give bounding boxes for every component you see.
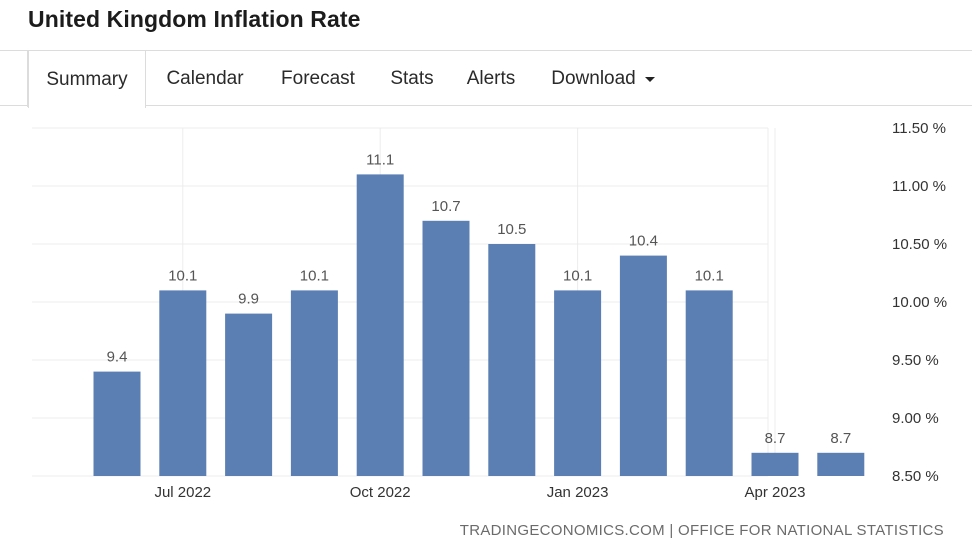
bar [619, 255, 667, 476]
y-tick-label: 11.00 % [892, 178, 946, 195]
bar-value-label: 9.4 [107, 349, 128, 366]
y-tick-label: 9.50 % [892, 352, 939, 369]
chevron-down-icon [644, 77, 655, 82]
bar [488, 244, 536, 476]
bar-value-label: 10.4 [629, 233, 658, 250]
bar [422, 220, 470, 476]
tab-stats[interactable]: Stats [378, 51, 446, 106]
tab-bar: Summary Calendar Forecast Stats Alerts D… [0, 50, 972, 108]
tab-forecast[interactable]: Forecast [266, 51, 370, 106]
x-tick-label: Jan 2023 [547, 484, 609, 501]
bar-value-label: 10.1 [300, 267, 329, 284]
tab-alerts-label: Alerts [466, 67, 516, 89]
page-title: United Kingdom Inflation Rate [28, 6, 361, 32]
bar [93, 371, 141, 476]
y-tick-label: 10.50 % [892, 236, 947, 253]
tab-download-label: Download [551, 67, 636, 89]
bar [225, 313, 273, 476]
bar [159, 290, 207, 476]
source-credit: TRADINGECONOMICS.COM | OFFICE FOR NATION… [459, 522, 944, 539]
bar [751, 452, 799, 476]
bar-value-label: 8.7 [765, 430, 786, 447]
bar-value-label: 9.9 [238, 291, 259, 308]
bar-value-label: 10.1 [695, 267, 724, 284]
tab-forecast-label: Forecast [281, 67, 355, 89]
bar-value-label: 10.7 [431, 198, 460, 215]
x-tick-label: Oct 2022 [350, 484, 411, 501]
tab-download[interactable]: Download [540, 51, 666, 106]
tab-bar-edge [0, 51, 28, 107]
y-tick-label: 11.50 % [892, 120, 946, 137]
y-tick-label: 9.00 % [892, 410, 939, 427]
x-tick-label: Jul 2022 [154, 484, 211, 501]
bar [356, 174, 404, 476]
bar-value-label: 10.1 [563, 267, 592, 284]
tab-alerts[interactable]: Alerts [454, 51, 528, 106]
bar [817, 452, 865, 476]
tab-calendar-label: Calendar [166, 67, 244, 89]
y-tick-label: 8.50 % [892, 468, 939, 485]
bar-value-label: 8.7 [830, 430, 851, 447]
bar-value-label: 10.1 [168, 267, 197, 284]
bar [685, 290, 733, 476]
tab-stats-label: Stats [390, 67, 434, 89]
bar-value-label: 10.5 [497, 221, 526, 238]
tab-summary-label: Summary [46, 68, 128, 90]
bar [290, 290, 338, 476]
x-tick-label: Apr 2023 [745, 484, 806, 501]
y-tick-label: 10.00 % [892, 294, 947, 311]
tab-summary[interactable]: Summary [28, 51, 146, 108]
bar [554, 290, 602, 476]
inflation-bar-chart: 8.50 % 9.00 % 9.50 % 10.00 % 10.50 % 11.00 % 1… [32, 120, 947, 501]
bar-value-label: 11.1 [366, 151, 394, 168]
tab-calendar[interactable]: Calendar [152, 51, 258, 106]
